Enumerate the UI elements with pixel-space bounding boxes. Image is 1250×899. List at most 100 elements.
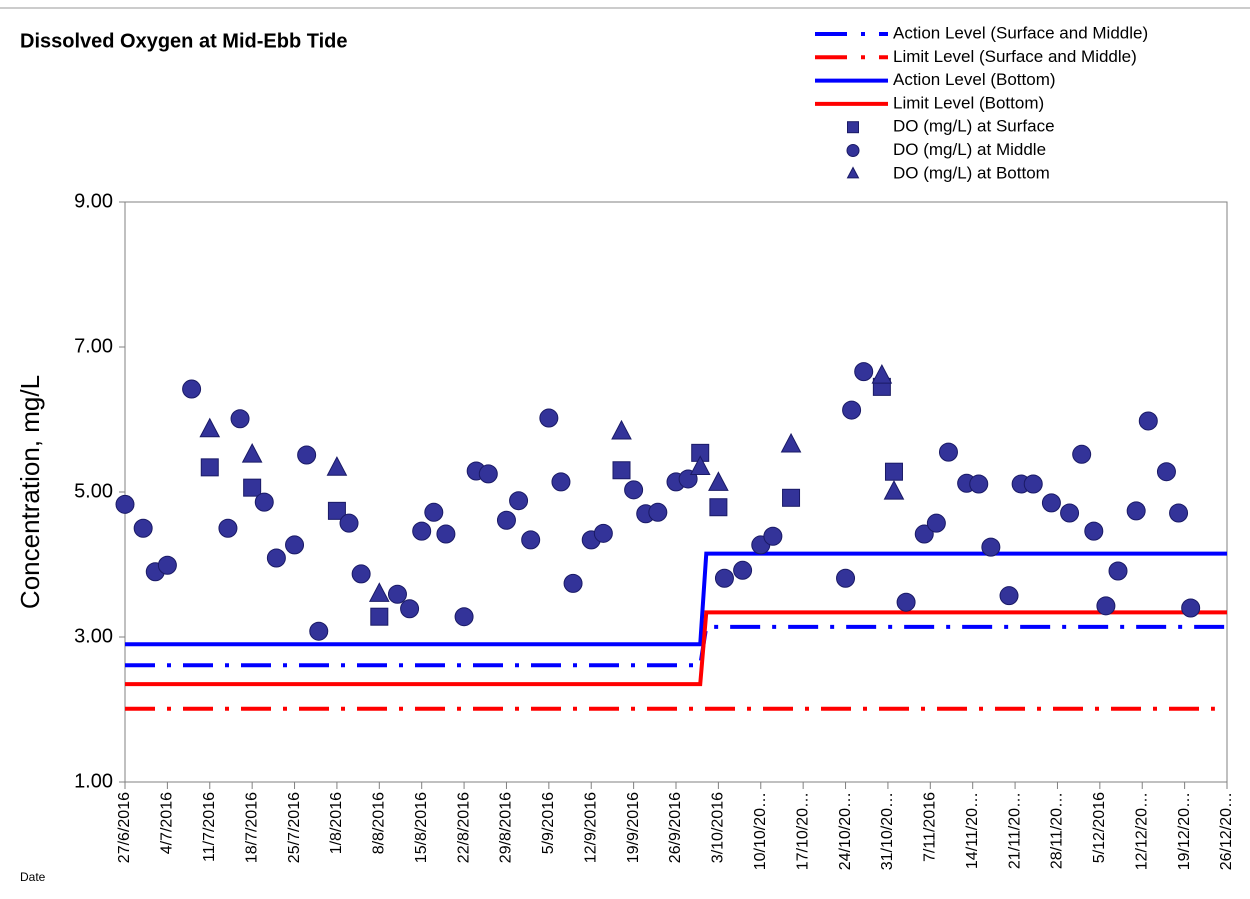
x-tick-label: 18/7/2016 xyxy=(243,792,260,863)
x-tick-label: 11/7/2016 xyxy=(201,792,218,862)
x-tick-label: 5/12/2016 xyxy=(1091,792,1108,863)
marker-circle xyxy=(914,524,934,544)
marker-triangle xyxy=(368,582,390,602)
x-tick-label: 5/9/2016 xyxy=(540,792,557,854)
marker-triangle xyxy=(883,480,905,500)
legend-label: Action Level (Surface and Middle) xyxy=(893,23,1148,42)
x-tick-label: 21/11/20… xyxy=(1006,792,1023,869)
marker-circle xyxy=(157,555,177,575)
marker-circle xyxy=(496,510,516,530)
x-tick-label: 27/6/2016 xyxy=(116,792,133,863)
marker-circle xyxy=(1023,474,1043,494)
marker-circle xyxy=(309,621,329,641)
x-tick-label: 25/7/2016 xyxy=(286,792,303,863)
x-tick-label: 26/12/20… xyxy=(1218,792,1235,870)
marker-square xyxy=(884,462,903,481)
marker-triangle xyxy=(689,455,711,475)
x-tick-label: 14/11/20… xyxy=(964,792,981,869)
marker-triangle xyxy=(611,419,632,440)
marker-circle xyxy=(478,464,498,484)
marker-triangle xyxy=(241,443,263,463)
legend-marker xyxy=(846,166,860,179)
marker-circle xyxy=(1084,521,1104,541)
marker-circle xyxy=(854,362,874,382)
marker-triangle xyxy=(780,432,802,453)
marker-circle xyxy=(436,524,456,544)
legend-label: Limit Level (Surface and Middle) xyxy=(893,47,1137,66)
marker-square xyxy=(327,501,346,520)
y-tick-label: 3.00 xyxy=(74,625,113,647)
legend-label: DO (mg/L) at Surface xyxy=(893,117,1055,136)
legend-label: Limit Level (Bottom) xyxy=(893,93,1044,112)
marker-triangle xyxy=(871,364,893,384)
marker-square xyxy=(782,488,801,507)
marker-circle xyxy=(1126,501,1146,521)
level-line xyxy=(125,610,1227,687)
marker-circle xyxy=(593,523,613,543)
x-tick-label: 12/12/20… xyxy=(1133,792,1150,870)
marker-circle xyxy=(836,568,856,588)
marker-circle xyxy=(624,480,644,500)
marker-circle xyxy=(1138,411,1158,431)
x-tick-label: 31/10/20… xyxy=(879,792,896,870)
legend-label: Action Level (Bottom) xyxy=(893,70,1056,89)
x-tick-label: 15/8/2016 xyxy=(413,792,430,863)
y-tick-label: 7.00 xyxy=(74,335,113,357)
marker-circle xyxy=(969,474,989,494)
x-tick-label: 22/8/2016 xyxy=(455,792,472,863)
legend-label: DO (mg/L) at Middle xyxy=(893,140,1046,159)
marker-circle xyxy=(763,526,783,546)
marker-triangle xyxy=(199,417,221,438)
plot-area xyxy=(124,201,1228,783)
marker-circle xyxy=(133,518,153,538)
marker-circle xyxy=(115,494,135,514)
marker-circle xyxy=(182,379,202,399)
x-tick-label: 17/10/20… xyxy=(794,792,811,870)
marker-circle xyxy=(424,502,444,522)
marker-circle xyxy=(254,492,274,512)
marker-circle xyxy=(551,472,571,492)
x-axis-label: Date xyxy=(20,870,46,884)
y-tick-label: 9.00 xyxy=(74,190,113,212)
marker-square xyxy=(612,461,631,480)
x-tick-label: 28/11/20… xyxy=(1049,792,1066,869)
x-tick-label: 24/10/20… xyxy=(837,792,854,870)
marker-triangle xyxy=(326,456,348,476)
chart-title: Dissolved Oxygen at Mid-Ebb Tide xyxy=(20,30,347,52)
marker-circle xyxy=(1096,596,1116,616)
marker-square xyxy=(243,478,262,497)
marker-circle xyxy=(1072,444,1092,464)
marker-circle xyxy=(1181,598,1201,618)
marker-circle xyxy=(648,502,668,522)
marker-circle xyxy=(1169,503,1189,523)
marker-circle xyxy=(339,513,359,533)
x-tick-label: 3/10/2016 xyxy=(710,792,727,863)
marker-circle xyxy=(387,584,407,604)
marker-circle xyxy=(733,560,753,580)
marker-circle xyxy=(1041,493,1061,513)
x-tick-label: 19/9/2016 xyxy=(625,792,642,863)
x-tick-label: 26/9/2016 xyxy=(667,792,684,863)
marker-circle xyxy=(896,592,916,612)
legend-marker xyxy=(847,121,859,134)
x-tick-label: 7/11/2016 xyxy=(922,792,939,862)
marker-circle xyxy=(563,573,583,593)
x-tick-label: 19/12/20… xyxy=(1176,792,1193,870)
marker-circle xyxy=(509,491,529,511)
marker-triangle xyxy=(708,471,729,491)
marker-circle xyxy=(1060,503,1080,523)
marker-circle xyxy=(981,537,1001,557)
marker-circle xyxy=(1108,561,1128,581)
marker-circle xyxy=(351,564,371,584)
marker-circle xyxy=(218,518,238,538)
level-line xyxy=(125,551,1227,647)
x-tick-label: 12/9/2016 xyxy=(582,792,599,863)
marker-circle xyxy=(714,568,734,588)
y-axis-label: Concentration, mg/L xyxy=(15,375,45,609)
marker-circle xyxy=(400,599,420,619)
marker-circle xyxy=(297,445,317,465)
marker-square xyxy=(200,458,219,477)
x-tick-label: 10/10/20… xyxy=(752,792,769,870)
